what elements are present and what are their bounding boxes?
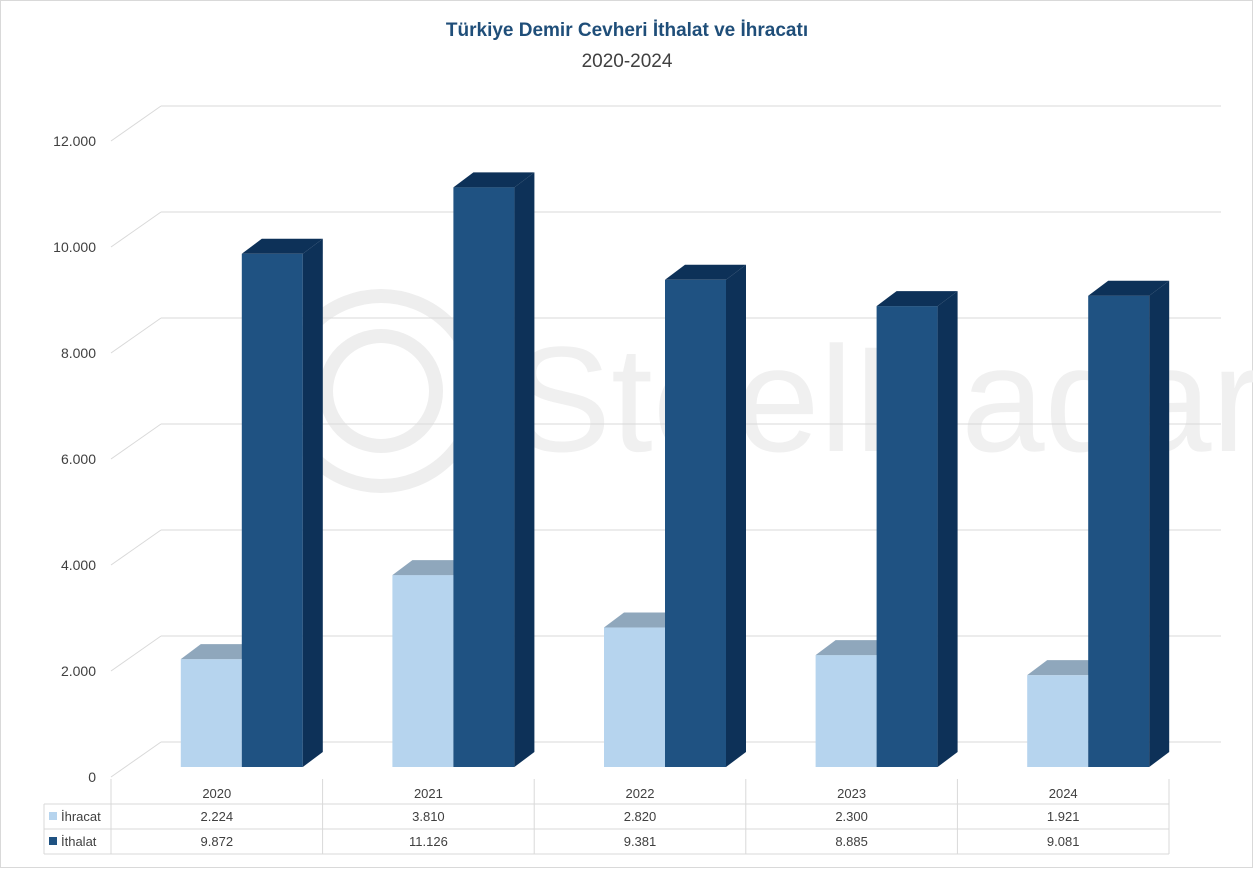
legend-swatch	[49, 812, 57, 820]
x-tick-label: 2024	[1049, 786, 1078, 801]
bar-top	[453, 172, 535, 188]
x-tick-label: 2020	[202, 786, 231, 801]
bar-ihracat-2024	[1027, 660, 1109, 767]
table-value: 9.081	[1047, 834, 1080, 849]
gridline-diag-1	[110, 635, 162, 672]
gridline-diag-2	[110, 529, 162, 566]
bar-side	[302, 238, 323, 767]
bar-top	[665, 264, 746, 280]
table-value: 2.224	[201, 809, 234, 824]
y-tick-label: 0	[88, 769, 96, 785]
bar-front	[1088, 295, 1150, 767]
chart-title: Türkiye Demir Cevheri İthalat ve İhracat…	[446, 20, 808, 41]
y-tick-label: 10.000	[53, 239, 96, 255]
bar-side	[514, 172, 535, 767]
data-table: 2020 2021 2022 2023 2024 İhracat 2.224 3.810 2.8…	[43, 779, 1170, 855]
bar-ithalat-2021	[453, 172, 535, 767]
bar-ithalat-2022	[665, 264, 746, 767]
gridline-diag-4	[110, 317, 162, 354]
gridline-diag-3	[110, 423, 162, 460]
y-tick-label: 4.000	[61, 557, 96, 573]
x-tick-label: 2021	[414, 786, 443, 801]
bar-ithalat-2023	[876, 291, 958, 767]
bar-side	[1149, 280, 1170, 767]
gridline-diag-5	[110, 211, 162, 248]
legend-swatch	[49, 837, 57, 845]
x-tick-label: 2022	[626, 786, 655, 801]
bar-ihracat-2021	[392, 560, 474, 767]
bar-side	[726, 264, 746, 767]
y-tick-label: 6.000	[61, 451, 96, 467]
bar-front	[241, 253, 303, 767]
bar-side	[937, 291, 958, 767]
y-tick-label: 8.000	[61, 345, 96, 361]
bar-ihracat-2022	[604, 612, 685, 767]
legend-label: İthalat	[61, 834, 97, 849]
bar-top	[1088, 280, 1170, 296]
bar-ihracat-2020	[180, 644, 262, 767]
bar-ithalat-2020	[241, 238, 323, 767]
table-value: 9.381	[624, 834, 657, 849]
bar-top	[180, 644, 262, 660]
bar-front	[180, 659, 242, 767]
y-tick-label: 2.000	[61, 663, 96, 679]
bar-front	[876, 306, 938, 767]
table-value: 11.126	[409, 834, 448, 849]
floor-diag	[110, 741, 162, 778]
y-axis: 0 2.000 4.000 6.000 8.000 10.000 12.000	[53, 133, 96, 785]
chart-subtitle: 2020-2024	[582, 51, 673, 72]
bar-front	[815, 655, 877, 767]
bar-front	[453, 187, 515, 767]
legend-label: İhracat	[61, 809, 101, 824]
bars	[180, 172, 1170, 767]
bar-ihracat-2023	[815, 640, 897, 767]
bar-front	[604, 627, 665, 767]
bar-top	[241, 238, 323, 254]
bar-top	[876, 291, 958, 307]
table-value: 1.921	[1047, 809, 1080, 824]
table-value: 9.872	[201, 834, 234, 849]
y-tick-label: 12.000	[53, 133, 96, 149]
bar-top	[1027, 660, 1109, 676]
table-value: 8.885	[835, 834, 868, 849]
x-tick-label: 2023	[837, 786, 866, 801]
bar-front	[665, 279, 726, 767]
bar-front	[1027, 675, 1089, 767]
table-value: 2.820	[624, 809, 657, 824]
bar-top	[604, 612, 685, 628]
bar-front	[392, 575, 454, 767]
bar-top	[392, 560, 474, 576]
watermark-ring-inner	[319, 329, 443, 453]
bar-top	[815, 640, 897, 656]
gridline-diag-6	[110, 105, 162, 142]
table-value: 3.810	[412, 809, 445, 824]
table-value: 2.300	[835, 809, 868, 824]
bar-ithalat-2024	[1088, 280, 1170, 767]
